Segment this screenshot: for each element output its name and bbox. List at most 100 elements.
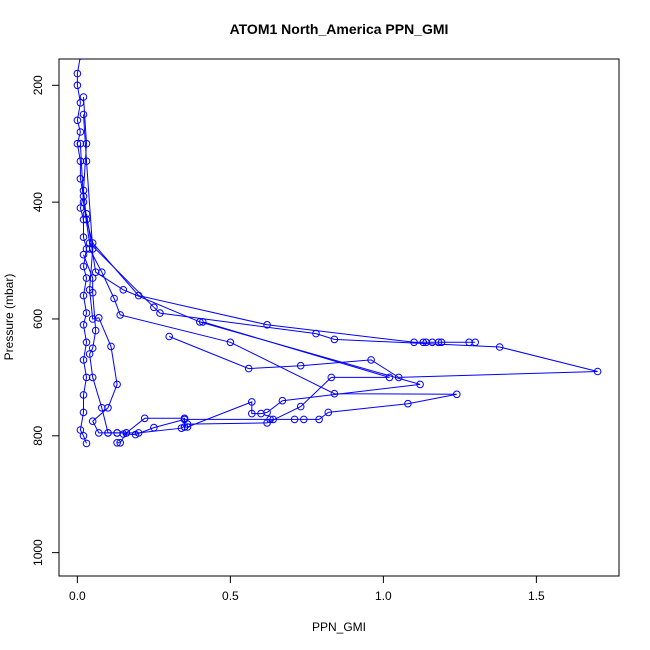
data-point xyxy=(593,367,602,376)
y-tick-label: 600 xyxy=(31,309,45,329)
x-axis-label: PPN_GMI xyxy=(312,620,366,634)
data-point xyxy=(95,429,103,437)
data-point xyxy=(76,128,85,136)
data-point xyxy=(150,303,158,312)
data-point xyxy=(79,250,88,259)
data-point xyxy=(263,419,271,427)
data-point xyxy=(82,439,91,448)
data-point xyxy=(79,262,88,271)
data-point xyxy=(410,338,418,347)
data-point xyxy=(79,321,88,329)
data-point xyxy=(85,239,94,247)
data-point xyxy=(290,415,299,424)
data-point xyxy=(107,342,115,351)
data-point xyxy=(116,311,124,319)
data-point xyxy=(437,338,446,347)
data-point xyxy=(140,414,149,423)
series-line-3 xyxy=(79,143,598,378)
data-point xyxy=(73,69,82,78)
y-tick-label: 1000 xyxy=(31,539,45,566)
data-point xyxy=(91,326,100,335)
data-point xyxy=(248,398,256,406)
data-point xyxy=(88,288,97,297)
y-tick-label: 200 xyxy=(31,75,45,95)
series-line-7 xyxy=(83,254,390,434)
data-point xyxy=(82,309,91,317)
data-point xyxy=(79,391,88,399)
y-axis: 200 400 600 800 1000 xyxy=(31,75,59,566)
data-point xyxy=(79,356,88,364)
data-point xyxy=(79,233,88,241)
data-point xyxy=(77,59,83,60)
data-point xyxy=(95,314,103,322)
data-point xyxy=(183,420,192,428)
data-point xyxy=(88,417,97,426)
data-point xyxy=(113,380,121,389)
y-axis-label: Pressure (mbar) xyxy=(2,274,16,361)
data-point xyxy=(330,389,339,398)
data-point xyxy=(98,404,106,412)
data-point xyxy=(134,429,143,437)
series-line-6 xyxy=(83,114,127,434)
data-point xyxy=(76,426,85,434)
data-point xyxy=(76,139,85,148)
data-point xyxy=(113,429,121,437)
x-tick-label: 1.5 xyxy=(528,589,545,603)
data-point xyxy=(385,373,394,382)
data-point xyxy=(312,329,320,338)
data-point xyxy=(327,373,336,382)
data-point xyxy=(79,408,88,417)
chart-title: ATOM1 North_America PPN_GMI xyxy=(230,21,449,37)
data-point xyxy=(324,408,333,417)
data-point xyxy=(73,81,82,90)
data-point xyxy=(104,429,112,437)
data-point xyxy=(416,380,424,389)
data-point xyxy=(82,338,91,347)
data-point xyxy=(248,409,256,418)
data-point xyxy=(367,356,375,364)
data-point xyxy=(263,321,271,329)
data-point xyxy=(76,175,85,183)
data-point xyxy=(177,424,186,433)
data-point xyxy=(79,93,88,101)
data-point xyxy=(76,204,85,212)
data-point xyxy=(110,294,118,303)
data-point xyxy=(296,402,305,411)
data-point xyxy=(199,318,207,326)
x-axis: 0.0 0.5 1.0 1.5 xyxy=(69,576,545,603)
data-point xyxy=(422,338,431,347)
data-point xyxy=(116,439,124,447)
data-point xyxy=(79,198,88,206)
x-tick-label: 0.5 xyxy=(222,589,239,603)
data-point xyxy=(88,344,97,353)
data-point xyxy=(404,399,412,408)
data-point xyxy=(244,364,253,373)
data-point xyxy=(495,343,504,351)
plot-frame xyxy=(58,58,620,577)
data-point xyxy=(257,409,265,418)
data-point xyxy=(88,373,97,382)
data-point xyxy=(315,415,323,424)
data-point xyxy=(82,157,91,165)
data-point xyxy=(165,332,173,341)
data-point xyxy=(88,274,97,282)
data-point xyxy=(156,309,164,317)
data-point xyxy=(300,415,308,424)
data-point xyxy=(269,415,278,424)
data-point xyxy=(98,268,106,277)
data-point xyxy=(79,110,88,119)
y-tick-label: 800 xyxy=(31,425,45,445)
data-point xyxy=(419,338,428,347)
y-tick-label: 400 xyxy=(31,192,45,212)
series-line-2 xyxy=(82,96,476,343)
data-point xyxy=(330,335,339,344)
data-point xyxy=(85,350,94,358)
series-line-4 xyxy=(86,213,421,444)
data-point xyxy=(119,286,128,294)
x-tick-label: 0.0 xyxy=(69,589,86,603)
data-point xyxy=(113,439,121,447)
data-point xyxy=(278,396,287,405)
data-point xyxy=(79,432,88,440)
